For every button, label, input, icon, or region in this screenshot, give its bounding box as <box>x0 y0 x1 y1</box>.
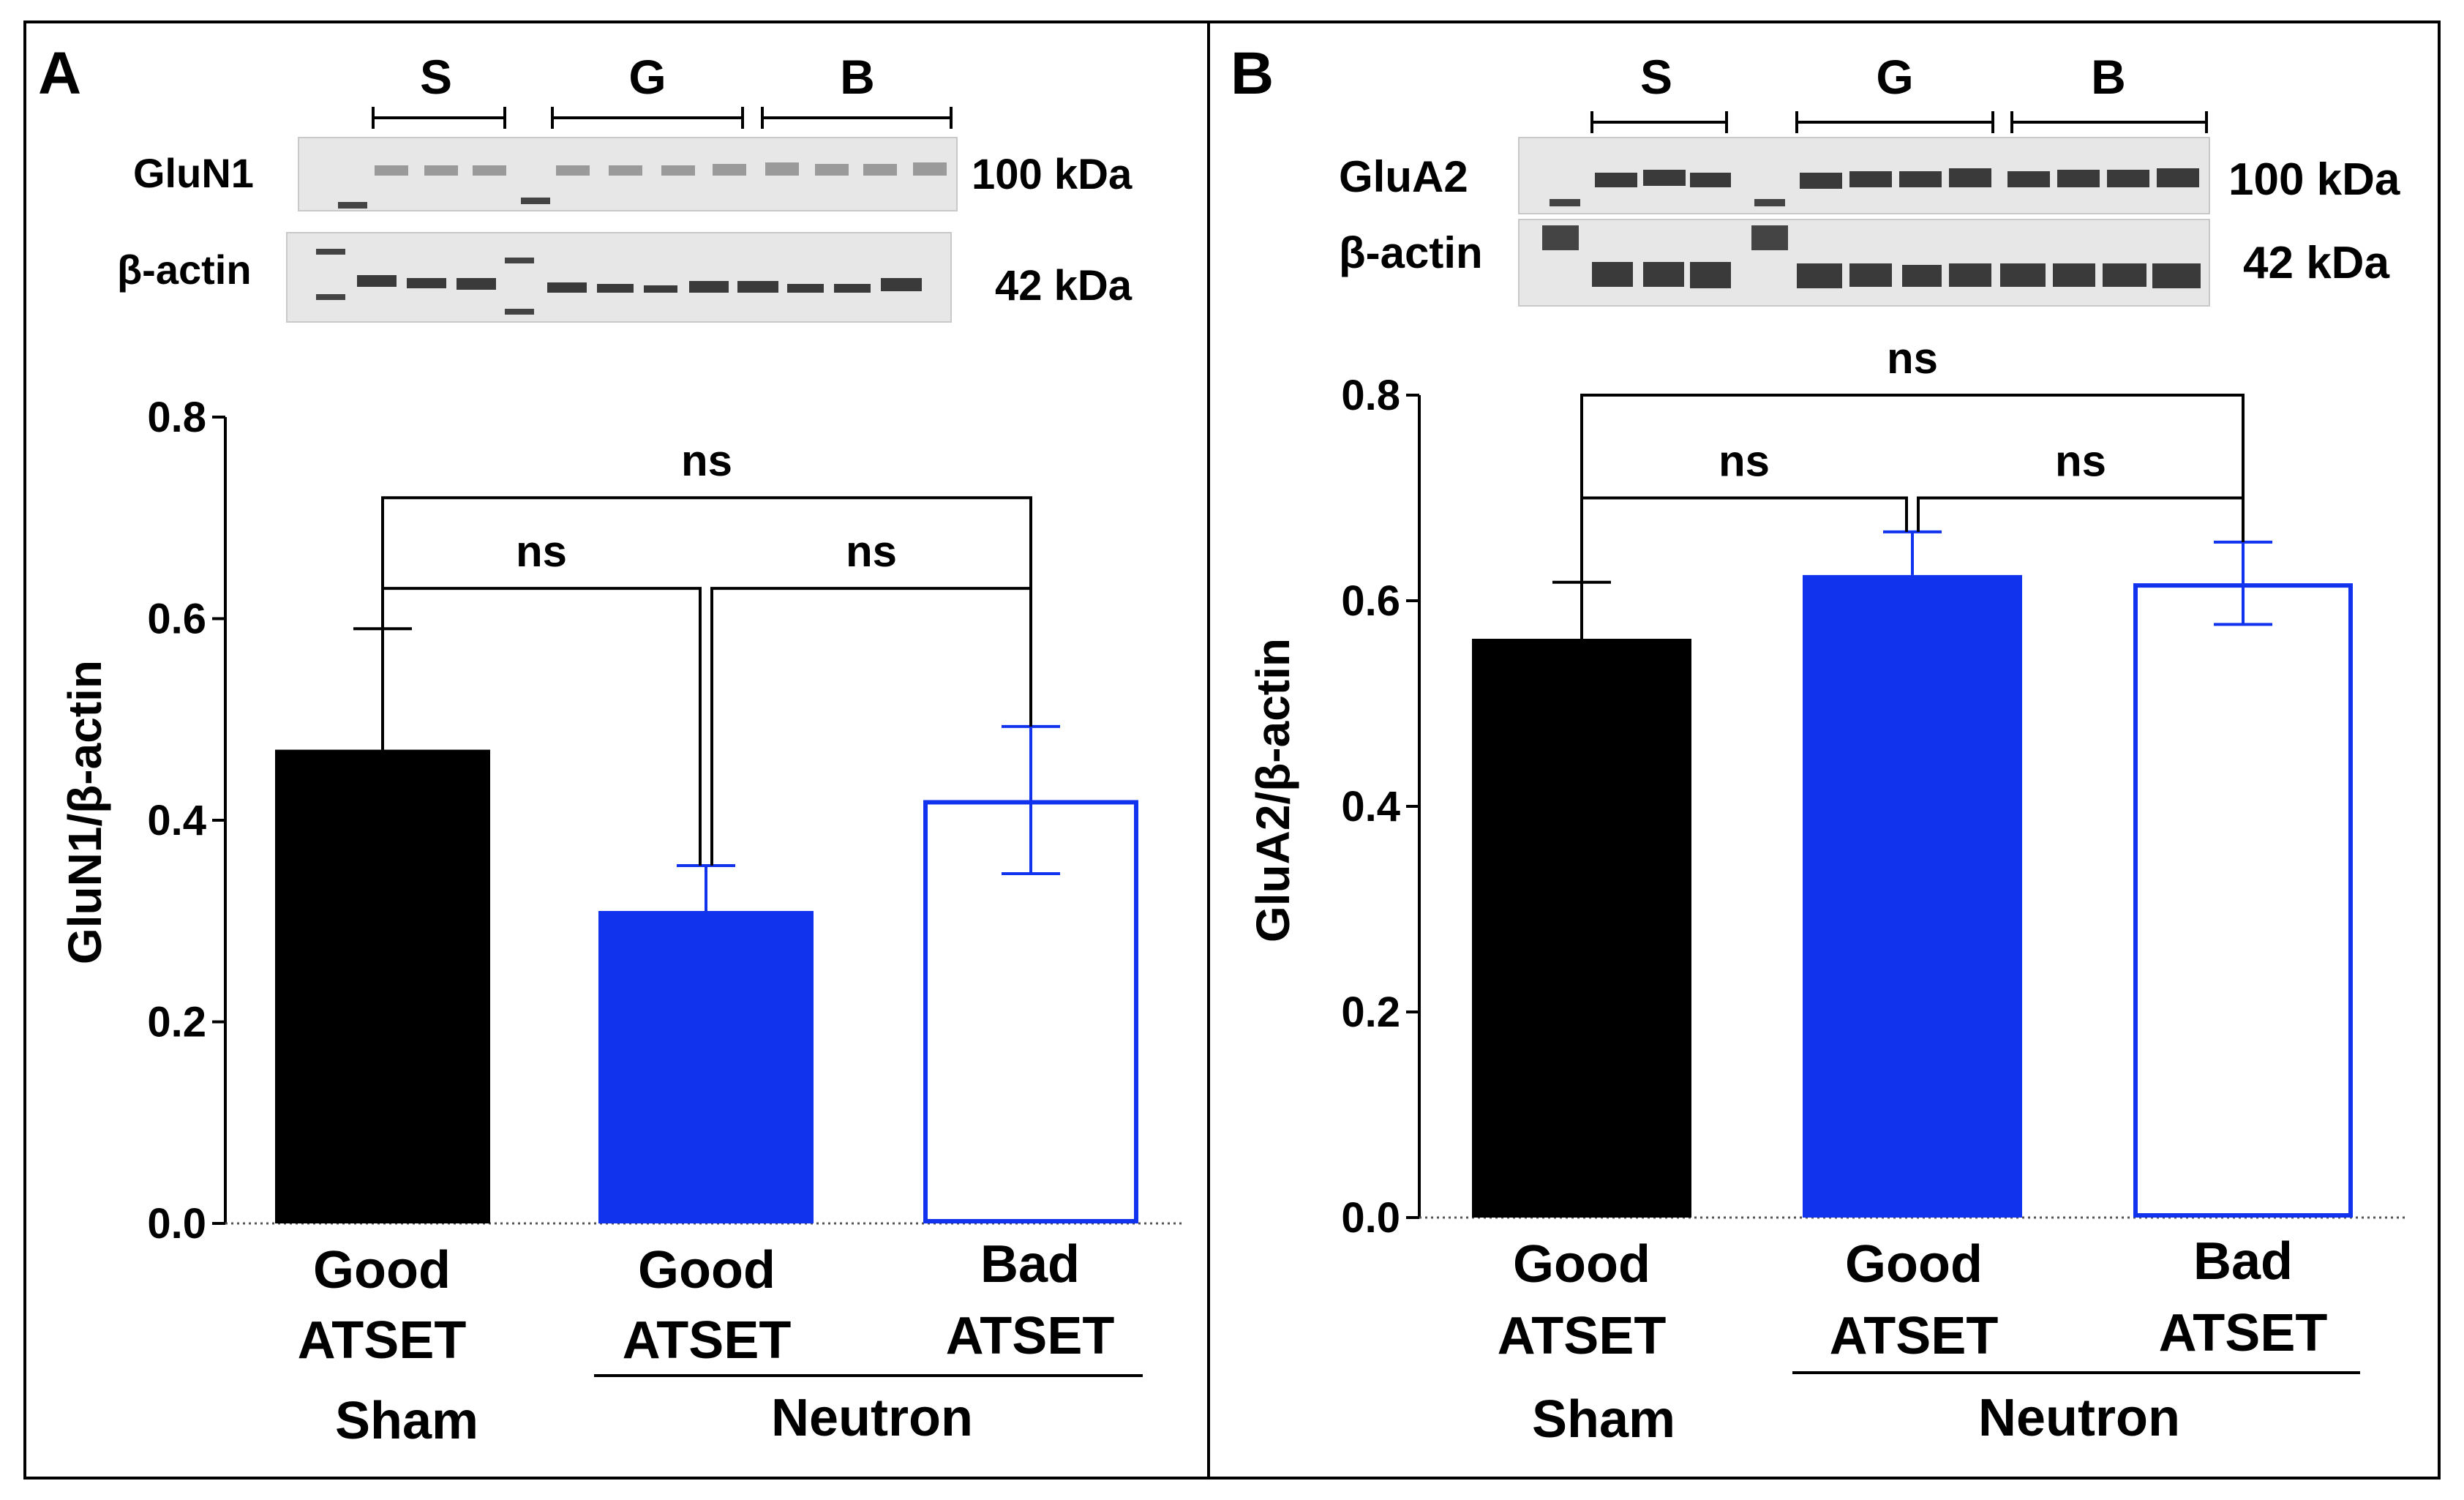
blot-group-bracket <box>1590 111 1728 133</box>
bar <box>2133 583 2353 1218</box>
significance-label: ns <box>1887 334 1938 383</box>
error-bar <box>353 627 412 750</box>
x-tick-label: Good <box>1845 1235 1983 1294</box>
panel-a-error-bars <box>353 627 1060 911</box>
y-tick-label: 0.4 <box>1341 783 1400 830</box>
significance-bracket <box>1580 394 2245 582</box>
x-tick-label: Bad <box>980 1235 1080 1294</box>
y-tick-label: 0.0 <box>147 1200 206 1248</box>
neutron-group-label: Neutron <box>1978 1389 2180 1447</box>
y-tick-label: 0.4 <box>147 797 206 844</box>
x-tick-label: ATSET <box>623 1311 792 1370</box>
panel-b-blot-loading <box>1518 219 2210 307</box>
panel-a-blot-loading <box>286 232 952 323</box>
blot-group-label: S <box>420 50 452 104</box>
panel-b-x-labels: Good ATSET Good ATSET Bad ATSET Sham Neu… <box>1498 1232 2360 1449</box>
x-tick-label: Good <box>638 1241 775 1300</box>
x-tick-label: ATSET <box>1830 1307 1999 1365</box>
panel-a-blot-target <box>298 137 958 211</box>
blot-group-bracket <box>372 107 506 129</box>
y-tick-label: 0.8 <box>1341 372 1400 419</box>
y-tick-label: 0.2 <box>1341 989 1400 1036</box>
sham-group-label: Sham <box>1532 1390 1675 1449</box>
panel-a-x-labels: Good ATSET Good ATSET Bad ATSET Sham Neu… <box>298 1235 1143 1450</box>
blot-group-label: G <box>1876 50 1913 104</box>
x-tick-label: ATSET <box>1498 1307 1667 1365</box>
error-bar <box>677 863 735 911</box>
panel-b-target-size: 100 kDa <box>2228 154 2400 205</box>
panel-a-label: A <box>38 40 81 107</box>
blot-group-bracket <box>551 107 744 129</box>
y-tick-label: 0.2 <box>147 999 206 1046</box>
y-tick-label: 0.6 <box>147 596 206 643</box>
panel-b-y-axis: 0.0 0.2 0.4 0.6 0.8 <box>1341 372 1421 1242</box>
blot-group-label: B <box>840 50 875 104</box>
panel-b-blot-groups: S G B <box>1590 50 2208 133</box>
blot-group-label: S <box>1640 50 1672 104</box>
error-bar <box>1883 530 1942 575</box>
significance-label: ns <box>681 436 732 485</box>
figure-frame <box>23 20 2441 1480</box>
error-bar <box>1552 580 1611 639</box>
bar <box>1803 574 2022 1218</box>
neutron-group-label: Neutron <box>771 1389 973 1447</box>
x-tick-label: Good <box>1513 1235 1650 1294</box>
panel-b-loading-label: β-actin <box>1339 228 1483 277</box>
y-tick-label: 0.0 <box>1341 1194 1400 1242</box>
y-tick-label: 0.8 <box>147 394 206 441</box>
panel-b-loading-size: 42 kDa <box>2243 238 2389 288</box>
panel-a-blot-groups: S G B <box>372 50 953 129</box>
significance-bracket <box>1917 496 2245 542</box>
significance-label: ns <box>516 527 567 576</box>
panel-a-loading-size: 42 kDa <box>995 262 1133 310</box>
bar <box>275 749 490 1223</box>
panel-b-bars <box>1472 574 2353 1218</box>
panel-a-loading-label: β-actin <box>117 247 252 293</box>
panel-b-target-label: GluA2 <box>1339 152 1468 201</box>
panel-b-significance: ns ns ns <box>1580 334 2245 582</box>
bar <box>1472 638 1691 1218</box>
sham-group-label: Sham <box>335 1392 478 1450</box>
error-bar <box>1002 724 1060 876</box>
x-tick-label: ATSET <box>298 1311 467 1370</box>
significance-label: ns <box>2055 437 2106 486</box>
blot-group-label: B <box>2091 50 2126 104</box>
y-tick-label: 0.6 <box>1341 577 1400 625</box>
panel-a: A S G B GluN1 100 kDa <box>38 40 1185 1450</box>
panel-b: B S G B GluA2 100 kDa <box>1231 40 2407 1449</box>
panel-a-target-size: 100 kDa <box>972 151 1133 198</box>
x-tick-label: Bad <box>2193 1232 2293 1291</box>
significance-label: ns <box>846 527 897 576</box>
x-tick-label: Good <box>313 1241 451 1300</box>
bar <box>598 910 814 1223</box>
blot-group-bracket <box>2010 111 2208 133</box>
blot-group-bracket <box>761 107 953 129</box>
panel-a-target-label: GluN1 <box>133 150 254 196</box>
significance-bracket <box>1580 496 1908 582</box>
panel-a-significance: ns ns ns <box>381 436 1032 866</box>
panel-b-blot-target <box>1518 137 2210 214</box>
panel-b-label: B <box>1231 40 1274 107</box>
panel-a-y-axis-label: GluN1/β-actin <box>59 660 111 964</box>
panel-a-bars <box>275 749 1138 1223</box>
panel-b-y-axis-label: GluA2/β-actin <box>1247 638 1299 942</box>
x-tick-label: ATSET <box>2159 1304 2328 1362</box>
blot-group-bracket <box>1795 111 1994 133</box>
significance-label: ns <box>1719 437 1770 486</box>
panel-a-y-axis: 0.0 0.2 0.4 0.6 0.8 <box>147 394 227 1248</box>
x-tick-label: ATSET <box>946 1307 1115 1365</box>
blot-group-label: G <box>628 50 666 104</box>
significance-bracket <box>381 496 1032 727</box>
panel-b-error-bars <box>1552 530 2272 639</box>
